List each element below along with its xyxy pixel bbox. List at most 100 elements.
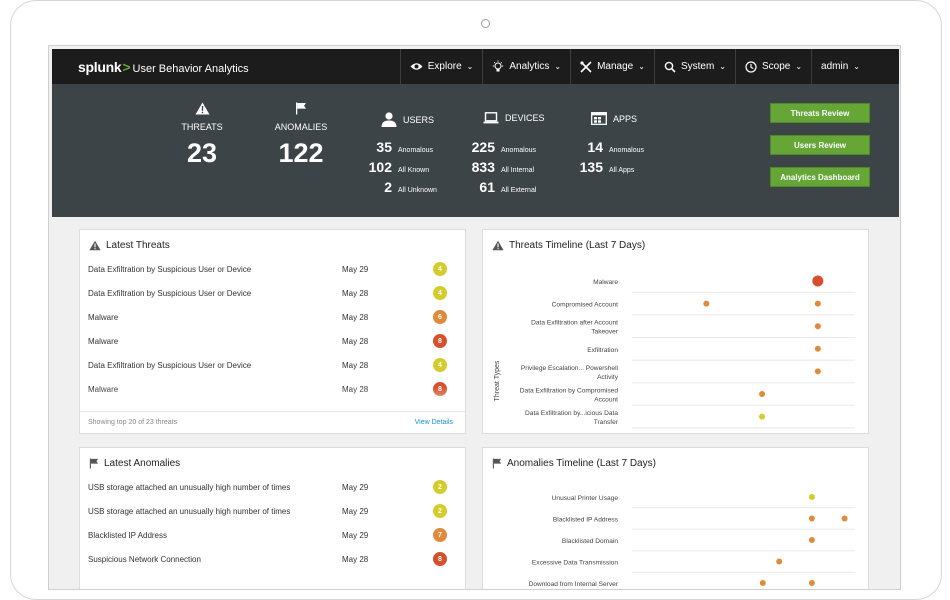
nav-system[interactable]: System ⌄ xyxy=(653,49,735,84)
threat-name: Data Exfiltration by Suspicious User or … xyxy=(88,289,252,298)
anomaly-date: May 29 xyxy=(342,507,369,516)
eye-icon xyxy=(410,63,423,70)
category-label: Download from Internal Server xyxy=(529,581,619,588)
devices-row-internal[interactable]: 833 All Internal xyxy=(457,159,534,175)
nav-manage[interactable]: Manage ⌄ xyxy=(570,49,654,84)
risk-score-badge: 7 xyxy=(433,528,447,542)
apps-row-all[interactable]: 135 All Apps xyxy=(567,159,635,175)
anomaly-row[interactable]: USB storage attached an unusually high n… xyxy=(88,476,451,500)
camera-dot xyxy=(481,19,490,28)
event-dot[interactable] xyxy=(776,558,783,565)
y-axis-title: Threat Types xyxy=(494,360,501,401)
view-details-link[interactable]: View Details xyxy=(414,419,453,426)
users-row-anomalous[interactable]: 35 Anomalous xyxy=(357,139,433,155)
users-header[interactable]: USERS xyxy=(381,112,434,127)
nav-analytics[interactable]: Analytics ⌄ xyxy=(482,49,570,84)
brand-logo[interactable]: splunk> User Behavior Analytics xyxy=(78,59,249,75)
category-label: Unusual Printer Usage xyxy=(552,495,619,502)
event-dot[interactable] xyxy=(814,345,821,352)
threats-timeline-panel: Threats Timeline (Last 7 Days) Malware Co… xyxy=(482,229,869,434)
apps-label: APPS xyxy=(613,113,638,124)
devices-header[interactable]: DEVICES xyxy=(483,112,545,124)
users-review-button[interactable]: Users Review xyxy=(770,135,870,155)
anomaly-name: Suspicious Network Connection xyxy=(88,555,201,564)
users-row-known[interactable]: 102 All Known xyxy=(357,159,430,175)
nav-explore-label: Explore xyxy=(427,61,462,72)
anomaly-name: USB storage attached an unusually high n… xyxy=(88,507,291,516)
threat-row[interactable]: Data Exfiltration by Suspicious User or … xyxy=(88,258,451,282)
chevron-down-icon: ⌄ xyxy=(853,62,860,71)
latest-threats-footer: Showing top 20 of 23 threats View Detail… xyxy=(80,411,465,433)
event-dot[interactable] xyxy=(814,368,821,375)
analytics-dashboard-button[interactable]: Analytics Dashboard xyxy=(770,167,870,187)
anomaly-row[interactable]: Suspicious Network Connection May 28 8 xyxy=(88,548,451,572)
users-known-label: All Known xyxy=(398,167,430,174)
devices-row-external[interactable]: 61 All External xyxy=(457,179,536,195)
chevron-down-icon: ⌄ xyxy=(554,62,562,71)
threat-name: Malware xyxy=(88,337,119,346)
anomalies-timeline-panel: Anomalies Timeline (Last 7 Days) Unusual… xyxy=(482,447,869,589)
tools-icon xyxy=(580,60,592,73)
event-dot[interactable] xyxy=(759,391,766,397)
brand-chevron: > xyxy=(122,59,131,75)
flag-icon xyxy=(89,458,99,469)
nav-analytics-label: Analytics xyxy=(509,61,550,72)
event-dot[interactable] xyxy=(812,275,824,287)
timeline-row: Data Exfiltration after Account Takeover xyxy=(531,320,855,338)
latest-threats-header: Latest Threats xyxy=(89,240,170,251)
event-dot[interactable] xyxy=(808,515,815,522)
event-dot[interactable] xyxy=(808,494,815,500)
nav-manage-label: Manage xyxy=(597,61,634,72)
category-label: Malware xyxy=(593,279,618,286)
threats-review-button[interactable]: Threats Review xyxy=(770,103,870,123)
event-dot[interactable] xyxy=(814,323,821,330)
devices-label: DEVICES xyxy=(505,113,545,123)
threats-stat[interactable]: THREATS 23 xyxy=(180,102,224,169)
threats-timeline-header: Threats Timeline (Last 7 Days) xyxy=(492,240,645,251)
chevron-down-icon: ⌄ xyxy=(719,62,726,71)
event-dot[interactable] xyxy=(703,300,710,307)
threat-row[interactable]: Data Exfiltration by Suspicious User or … xyxy=(88,354,451,378)
threat-name: Data Exfiltration by Suspicious User or … xyxy=(88,361,252,370)
nav-admin[interactable]: admin ⌄ xyxy=(811,49,869,84)
event-dot[interactable] xyxy=(808,580,815,586)
threat-row[interactable]: Data Exfiltration by Suspicious User or … xyxy=(88,282,451,306)
threat-date: May 28 xyxy=(342,337,369,346)
nav-explore[interactable]: Explore ⌄ xyxy=(399,49,483,84)
apps-all-count: 135 xyxy=(579,159,603,175)
category-label: Compromised Account xyxy=(552,302,619,309)
users-anomalous-count: 35 xyxy=(376,139,392,155)
timeline-row: Data Exfiltration by Compromised Account xyxy=(520,388,855,406)
event-dot[interactable] xyxy=(759,580,766,586)
risk-score-badge: 4 xyxy=(433,286,447,300)
risk-score-badge: 4 xyxy=(433,358,447,372)
top-nav-bar: splunk> User Behavior Analytics Explore ⌄ … xyxy=(52,49,899,84)
category-label: Privilege Escalation... Powershell Activi… xyxy=(521,365,619,381)
flag-icon xyxy=(492,458,502,469)
anomaly-row[interactable]: Blacklisted IP Address May 29 7 xyxy=(88,524,451,548)
apps-header[interactable]: APPS xyxy=(591,112,637,125)
event-dot[interactable] xyxy=(814,300,821,307)
event-dot[interactable] xyxy=(759,413,766,420)
threat-row[interactable]: Malware May 28 8 xyxy=(88,330,451,354)
anomalies-stat[interactable]: ANOMALIES 122 xyxy=(272,102,330,169)
risk-score-badge: 8 xyxy=(433,552,447,566)
apps-row-anomalous[interactable]: 14 Anomalous xyxy=(567,139,644,155)
timeline-row: Download from Internal Server xyxy=(529,581,619,588)
risk-score-badge: 8 xyxy=(433,334,447,348)
nav-admin-label: admin xyxy=(821,61,849,72)
main-menu: Explore ⌄ Analytics ⌄ Manage ⌄ System ⌄ Scop… xyxy=(399,49,869,84)
anomaly-row[interactable]: USB storage attached an unusually high n… xyxy=(88,500,451,524)
clock-icon xyxy=(745,60,757,73)
devices-row-anomalous[interactable]: 225 Anomalous xyxy=(457,139,536,155)
threat-row[interactable]: Malware May 28 6 xyxy=(88,306,451,330)
threat-name: Malware xyxy=(88,313,119,322)
users-row-unknown[interactable]: 2 All Unknown xyxy=(357,179,437,195)
event-dot[interactable] xyxy=(808,537,815,543)
users-anomalous-label: Anomalous xyxy=(398,147,434,154)
nav-system-label: System xyxy=(680,61,715,72)
category-label: Blacklisted Domain xyxy=(562,538,618,545)
timeline-row: Excessive Data Transmission xyxy=(532,560,855,573)
nav-scope[interactable]: Scope ⌄ xyxy=(734,49,811,84)
event-dot[interactable] xyxy=(841,515,848,522)
